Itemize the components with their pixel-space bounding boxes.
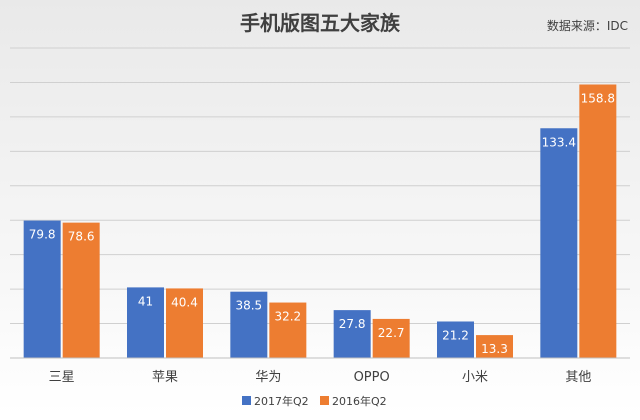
- source-note: 数据来源：IDC: [547, 18, 628, 33]
- chart-title: 手机版图五大家族: [240, 11, 401, 35]
- data-label: 13.3: [481, 342, 508, 356]
- legend: 2017年Q2 2016年Q2: [242, 394, 387, 408]
- data-label: 78.6: [68, 230, 95, 244]
- bars: 79.8 78.6 41 40.4 38.5 32.2 27.8 22.7 21.2 13.3 13…: [23, 84, 617, 358]
- data-label: 79.8: [29, 228, 56, 242]
- x-tick-label: 小米: [462, 370, 488, 385]
- bar-2016-3: [372, 318, 410, 358]
- data-label: 158.8: [581, 92, 615, 106]
- data-label: 38.5: [235, 299, 262, 313]
- x-tick-labels: 三星 苹果 华为 OPPO 小米 其他: [49, 370, 592, 385]
- bar-2017-0: [23, 220, 61, 358]
- legend-swatch: [242, 396, 251, 405]
- bar-2016-5: [579, 84, 617, 358]
- bar-2017-1: [127, 287, 164, 358]
- bar-2017-3: [333, 310, 371, 358]
- data-label: 40.4: [171, 295, 198, 309]
- data-label: 27.8: [339, 317, 366, 331]
- data-label: 41: [138, 294, 153, 308]
- x-tick-label: 华为: [255, 370, 281, 385]
- data-label: 133.4: [542, 135, 576, 149]
- x-tick-label: 苹果: [152, 370, 178, 385]
- data-label: 32.2: [274, 310, 301, 324]
- data-label: 21.2: [442, 328, 469, 342]
- bar-2017-5: [540, 128, 578, 358]
- legend-label: 2017年Q2: [254, 394, 309, 408]
- bar-2016-0: [62, 222, 100, 358]
- bar-2016-1: [166, 288, 203, 358]
- x-tick-label: OPPO: [354, 370, 390, 385]
- legend-label: 2016年Q2: [332, 394, 387, 408]
- x-tick-label: 其他: [565, 370, 591, 385]
- bar-2016-4: [476, 335, 513, 358]
- gridlines: [10, 47, 630, 325]
- bar-2017-2: [230, 291, 268, 358]
- bar-2017-4: [437, 321, 474, 358]
- x-tick-label: 三星: [49, 370, 75, 385]
- data-label: 22.7: [378, 326, 405, 340]
- legend-swatch: [320, 396, 329, 405]
- bar-2016-2: [269, 302, 307, 358]
